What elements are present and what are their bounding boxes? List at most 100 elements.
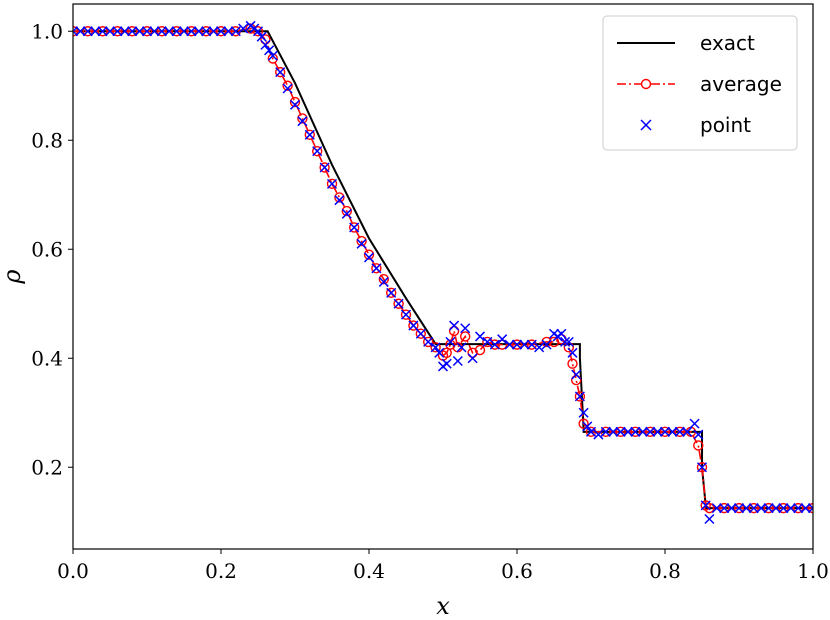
- point-marker: [164, 26, 175, 37]
- axis-ticks: 0.0 0.2 0.4 0.6 0.8 1.0 0.2 0.4 0.6 0.8 1.0: [31, 19, 829, 583]
- average-point-marker: [126, 26, 138, 37]
- point-marker: [378, 276, 389, 287]
- point-marker: [526, 339, 537, 350]
- y-tick-label: 0.4: [31, 346, 63, 370]
- average-point-marker: [215, 26, 227, 37]
- average-point-marker: [511, 339, 523, 350]
- point-marker: [719, 503, 730, 514]
- average-point-marker: [97, 26, 108, 37]
- x-tick-label: 1.0: [797, 559, 829, 583]
- x-tick-label: 0.8: [649, 559, 681, 583]
- point-marker: [689, 418, 700, 429]
- average-point-marker: [445, 339, 456, 350]
- point-marker: [778, 503, 789, 514]
- point-marker: [252, 26, 264, 37]
- average-point-marker: [282, 80, 293, 91]
- point-marker: [260, 39, 271, 50]
- legend-box: [602, 15, 798, 151]
- average-point-marker: [297, 113, 308, 124]
- point-marker: [456, 342, 467, 353]
- point-marker: [289, 99, 301, 110]
- point-marker: [693, 429, 704, 440]
- average-point-marker: [645, 426, 656, 438]
- average-point-marker: [186, 26, 197, 37]
- average-point-marker: [252, 26, 264, 37]
- average-point-marker: [807, 502, 813, 514]
- average-point-marker: [386, 287, 397, 299]
- average-point-marker: [141, 26, 153, 37]
- legend-label-average: average: [700, 72, 782, 96]
- x-axis-label: x: [436, 592, 450, 620]
- average-point-marker: [408, 320, 419, 331]
- average-point-marker: [567, 358, 578, 369]
- point-marker: [356, 238, 367, 249]
- x-tick-label: 0.6: [501, 559, 533, 583]
- point-marker: [700, 500, 711, 511]
- y-tick-label: 0.2: [31, 455, 63, 479]
- average-point-marker: [400, 309, 412, 320]
- point-marker: [408, 320, 419, 331]
- point-marker: [112, 26, 123, 37]
- point-marker: [711, 503, 722, 514]
- point-marker: [334, 195, 345, 206]
- point-marker: [563, 336, 574, 347]
- average-point-marker: [659, 426, 671, 438]
- point-marker: [567, 347, 578, 358]
- point-marker: [608, 426, 619, 437]
- point-marker: [104, 26, 116, 37]
- point-marker: [582, 421, 593, 432]
- point-marker: [560, 336, 571, 347]
- point-marker: [652, 426, 663, 437]
- point-marker: [363, 252, 375, 263]
- plot-area-frame: [72, 3, 814, 550]
- point-marker: [445, 336, 456, 347]
- point-marker: [326, 178, 338, 189]
- point-marker: [497, 334, 508, 345]
- point-marker: [171, 26, 182, 37]
- point-marker: [186, 26, 197, 37]
- point-marker: [267, 50, 278, 61]
- legend: exact average point: [602, 15, 798, 151]
- point-marker: [474, 331, 486, 342]
- point-marker: [423, 336, 434, 347]
- point-marker: [504, 339, 515, 350]
- average-point-marker: [696, 462, 708, 473]
- legend-label-exact: exact: [700, 31, 755, 55]
- average-point-marker: [793, 502, 804, 514]
- point-marker: [149, 26, 160, 37]
- average-point-marker: [326, 178, 338, 190]
- point-marker: [434, 347, 445, 358]
- point-marker: [386, 287, 397, 298]
- point-marker: [127, 26, 138, 37]
- average-point-marker: [441, 347, 452, 358]
- point-marker: [637, 426, 648, 437]
- average-point-marker: [393, 298, 404, 309]
- point-marker: [600, 426, 611, 437]
- point-marker: [519, 339, 530, 350]
- average-point-marker: [574, 391, 586, 402]
- point-marker: [201, 26, 212, 37]
- y-axis-label: ρ: [0, 269, 26, 284]
- average-point-marker: [763, 502, 774, 514]
- point-marker: [441, 358, 452, 369]
- point-marker: [238, 23, 249, 34]
- point-marker: [319, 162, 330, 173]
- point-marker: [748, 503, 759, 514]
- point-marker: [800, 503, 811, 514]
- average-point-marker: [200, 26, 212, 37]
- x-tick-label: 0.2: [205, 559, 237, 583]
- average-point-marker: [363, 249, 375, 260]
- average-point-marker: [156, 26, 168, 37]
- point-marker: [741, 503, 752, 514]
- point-marker: [645, 426, 656, 437]
- point-marker: [793, 503, 804, 514]
- point-marker: [297, 116, 308, 127]
- point-marker: [630, 426, 641, 437]
- legend-label-point: point: [700, 113, 751, 137]
- point-marker: [585, 426, 597, 437]
- point-marker: [415, 328, 426, 339]
- point-marker: [134, 26, 145, 37]
- series-layer: [73, 20, 813, 525]
- point-marker: [393, 298, 404, 309]
